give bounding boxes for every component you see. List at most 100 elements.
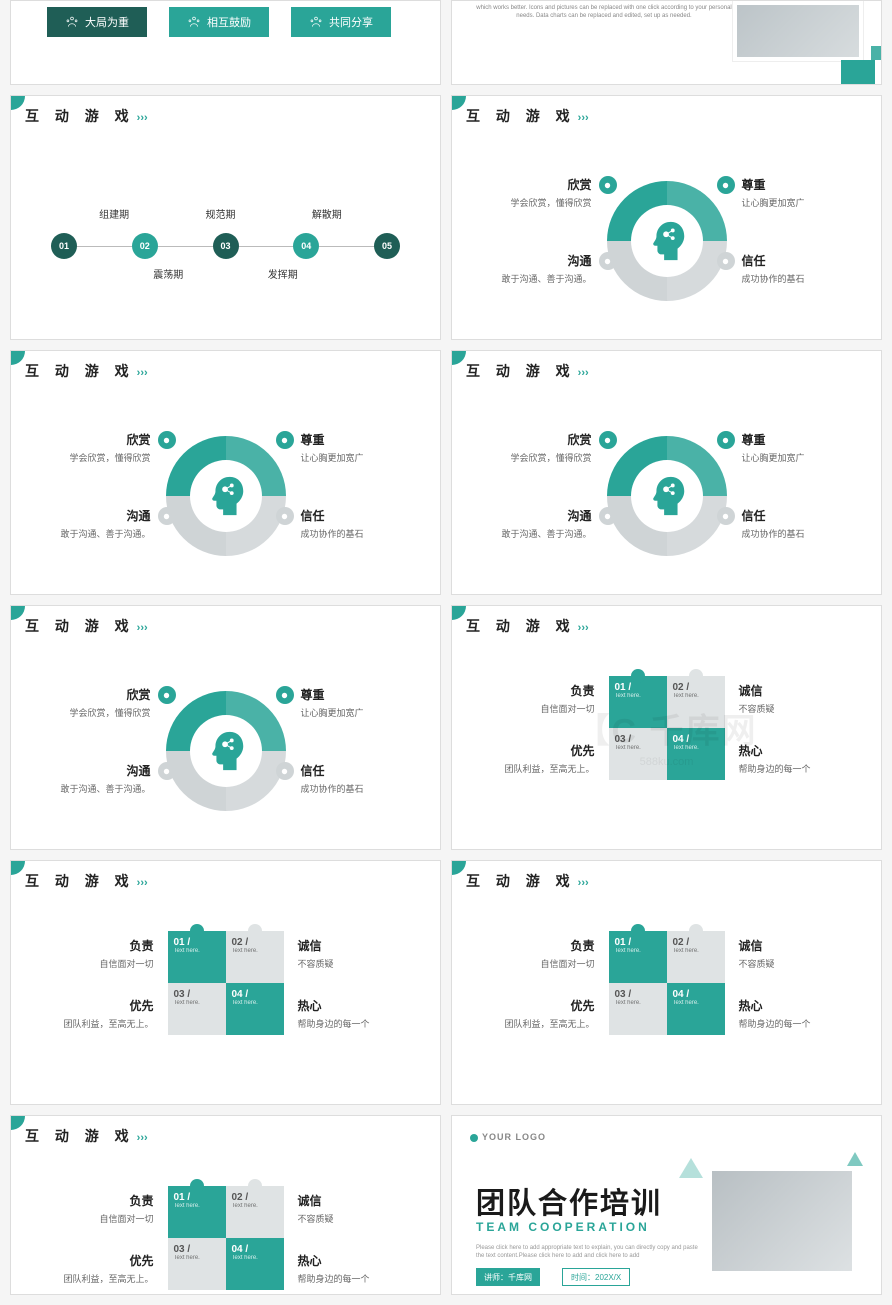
puzzle: 01 / Text here. 02 / Text here. 03 / Tex… [168, 1186, 284, 1290]
top-button[interactable]: 共同分享 [291, 7, 391, 37]
puzzle-side: 热心 帮助身边的每一个 [739, 997, 859, 1030]
cover-shape [841, 60, 875, 84]
puzzle-cell: 04 / Text here. [667, 728, 725, 780]
puzzle-cell: 03 / Text here. [168, 983, 226, 1035]
puzzle-cell-hint: Text here. [615, 1000, 661, 1006]
button-label: 相互鼓励 [207, 14, 251, 30]
circle-item-title: 欣赏 [452, 176, 592, 193]
circle-item-icon [276, 686, 294, 704]
circle-item-desc: 成功协作的基石 [742, 272, 882, 285]
puzzle-side-desc: 帮助身边的每一个 [298, 1017, 418, 1030]
circle-item-title: 欣赏 [452, 431, 592, 448]
final-bar-time: 时间：202X/X [562, 1268, 630, 1286]
puzzle-side-desc: 帮助身边的每一个 [739, 1017, 859, 1030]
puzzle-cell-hint: Text here. [615, 693, 661, 699]
puzzle-side-title: 优先 [475, 742, 595, 759]
puzzle-cell-hint: Text here. [174, 1255, 220, 1261]
timeline-node: 01 [51, 233, 77, 259]
puzzle-side: 负责 自信面对一切 [34, 1192, 154, 1225]
puzzle-cell-hint: Text here. [232, 1000, 278, 1006]
puzzle-cell-num: 04 / [232, 1244, 278, 1255]
puzzle-cell-num: 02 / [232, 937, 278, 948]
slide-title: 互 动 游 戏››› [25, 871, 148, 891]
puzzle-side: 诚信 不容质疑 [298, 937, 418, 970]
puzzle-cell: 01 / Text here. [609, 931, 667, 983]
circle-item: 沟通 敢于沟通、善于沟通。 [452, 252, 592, 285]
top-button[interactable]: 大局为重 [47, 7, 147, 37]
circle-center [166, 436, 286, 556]
circle-item-desc: 敢于沟通、善于沟通。 [452, 272, 592, 285]
puzzle-cell: 02 / Text here. [226, 1186, 284, 1238]
circle-item-desc: 敢于沟通、善于沟通。 [11, 527, 151, 540]
puzzle-cell-num: 03 / [615, 989, 661, 1000]
timeline-label: 解散期 [312, 206, 342, 221]
puzzle-side-desc: 团队利益，至高无上。 [475, 762, 595, 775]
puzzle-side-title: 诚信 [298, 1192, 418, 1209]
puzzle-side-title: 热心 [298, 997, 418, 1014]
circle-item: 信任 成功协作的基石 [742, 252, 882, 285]
circle-item: 欣赏 学会欣赏，懂得欣赏 [11, 431, 151, 464]
slide-title: 互 动 游 戏››› [466, 616, 589, 636]
circle-item-icon [276, 762, 294, 780]
puzzle-cell-hint: Text here. [232, 948, 278, 954]
circle-item-icon [599, 507, 617, 525]
circle-item-title: 信任 [742, 507, 882, 524]
circle-item-icon [599, 252, 617, 270]
circle-item: 信任 成功协作的基石 [301, 507, 441, 540]
puzzle-side-desc: 自信面对一切 [34, 1212, 154, 1225]
circle-item-title: 沟通 [452, 507, 592, 524]
circle-item: 沟通 敢于沟通、善于沟通。 [11, 762, 151, 795]
circle-item-title: 沟通 [11, 507, 151, 524]
circle-item-title: 信任 [301, 762, 441, 779]
slide-title: 互 动 游 戏››› [25, 1126, 148, 1146]
puzzle-cell-num: 02 / [673, 937, 719, 948]
puzzle-side-title: 优先 [34, 997, 154, 1014]
puzzle-cell-num: 03 / [615, 734, 661, 745]
final-bar-lecturer: 讲师：千库网 [476, 1268, 540, 1286]
cover-photo [733, 1, 863, 61]
circle-item: 信任 成功协作的基石 [301, 762, 441, 795]
puzzle-side: 热心 帮助身边的每一个 [298, 1252, 418, 1285]
puzzle-side-desc: 自信面对一切 [475, 957, 595, 970]
puzzle-side-title: 负责 [34, 937, 154, 954]
circle-item-icon [717, 176, 735, 194]
puzzle-cell: 02 / Text here. [667, 931, 725, 983]
timeline-node: 04 [293, 233, 319, 259]
puzzle-side-desc: 自信面对一切 [475, 702, 595, 715]
circle-center [607, 436, 727, 556]
puzzle-side-desc: 团队利益，至高无上。 [34, 1272, 154, 1285]
circle-item-icon [276, 507, 294, 525]
final-photo [707, 1166, 857, 1276]
top-button[interactable]: 相互鼓励 [169, 7, 269, 37]
circle-item-title: 尊重 [301, 431, 441, 448]
circle-item-title: 信任 [742, 252, 882, 269]
puzzle-cell-hint: Text here. [673, 693, 719, 699]
puzzle-side-desc: 帮助身边的每一个 [298, 1272, 418, 1285]
puzzle-cell-hint: Text here. [174, 1203, 220, 1209]
slide-circle-4: 互 动 游 戏››› 欣赏 学会欣赏，懂得欣赏 尊重 让心胸更加宽广 沟通 敢于… [10, 605, 441, 850]
puzzle-cell: 03 / Text here. [609, 728, 667, 780]
circle-item: 尊重 让心胸更加宽广 [301, 431, 441, 464]
decor-triangle [679, 1158, 703, 1178]
cover-small-text: which works better. Icons and pictures c… [474, 5, 734, 21]
slide-buttons: 大局为重 相互鼓励 共同分享 [10, 0, 441, 85]
puzzle-cell-num: 03 / [174, 989, 220, 1000]
timeline-label: 规范期 [205, 206, 235, 221]
circle-item: 欣赏 学会欣赏，懂得欣赏 [452, 431, 592, 464]
slide-title: 互 动 游 戏››› [25, 106, 148, 126]
circle-item-icon [158, 762, 176, 780]
timeline-node: 02 [132, 233, 158, 259]
puzzle-side: 负责 自信面对一切 [475, 682, 595, 715]
circle-item-desc: 学会欣赏，懂得欣赏 [11, 706, 151, 719]
puzzle-side: 优先 团队利益，至高无上。 [475, 742, 595, 775]
puzzle-cell: 01 / Text here. [609, 676, 667, 728]
circle-item-title: 尊重 [301, 686, 441, 703]
puzzle-cell: 04 / Text here. [226, 1238, 284, 1290]
puzzle-cell-num: 01 / [615, 937, 661, 948]
puzzle-cell-hint: Text here. [673, 948, 719, 954]
puzzle-side: 热心 帮助身边的每一个 [739, 742, 859, 775]
timeline-node: 03 [213, 233, 239, 259]
circle-item: 信任 成功协作的基石 [742, 507, 882, 540]
puzzle-cell-num: 04 / [673, 734, 719, 745]
puzzle-side-title: 负责 [34, 1192, 154, 1209]
